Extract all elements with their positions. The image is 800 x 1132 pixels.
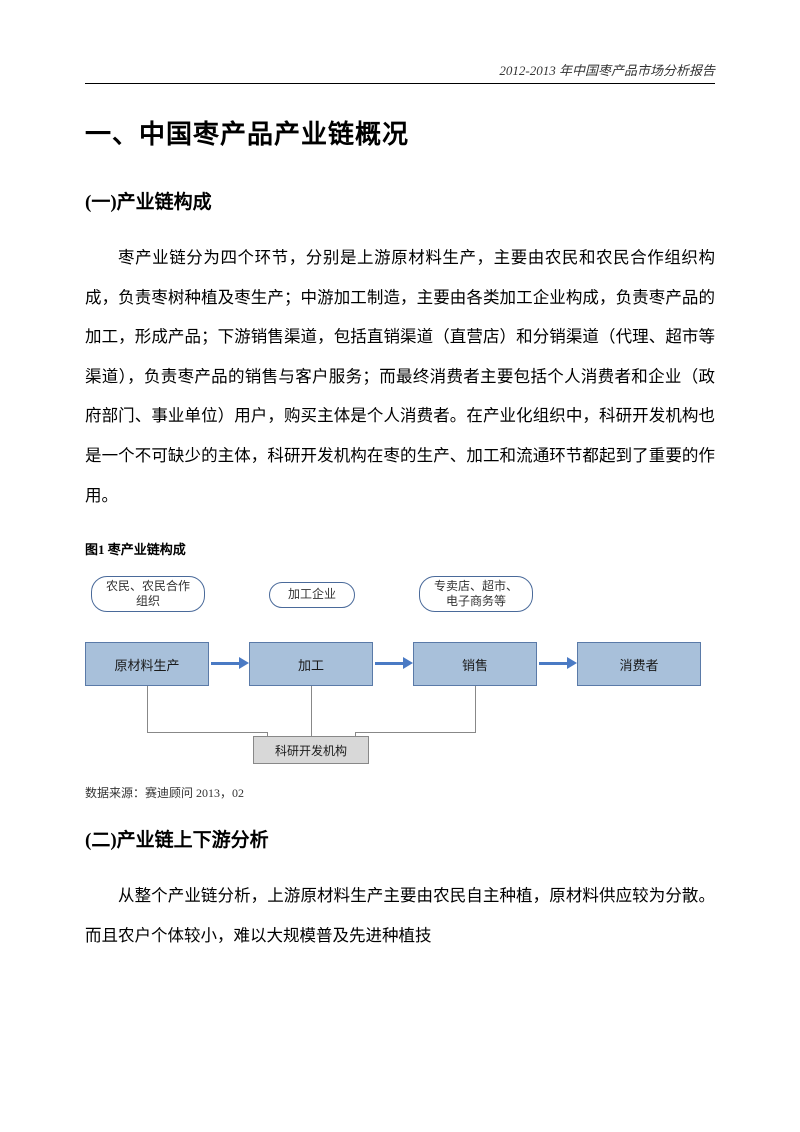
participant-pill-1: 农民、农民合作组织 — [91, 576, 205, 612]
figure-title: 图1 枣产业链构成 — [85, 539, 715, 558]
stage-label: 加工 — [298, 655, 324, 674]
stage-label: 销售 — [462, 655, 488, 674]
connector-line — [355, 732, 476, 733]
stage-box-4: 消费者 — [577, 642, 701, 686]
pill-label: 农民、农民合作组织 — [106, 579, 190, 610]
figure-source: 数据来源：赛迪顾问 2013，02 — [85, 784, 715, 801]
stage-label: 原材料生产 — [114, 655, 179, 674]
arrow-icon — [375, 662, 405, 665]
research-label: 科研开发机构 — [275, 742, 347, 759]
research-box: 科研开发机构 — [253, 736, 369, 764]
flowchart-diagram: 农民、农民合作组织 加工企业 专卖店、超市、电子商务等 原材料生产 加工 销售 … — [85, 568, 705, 778]
arrow-icon — [211, 662, 241, 665]
paragraph-1: 枣产业链分为四个环节，分别是上游原材料生产，主要由农民和农民合作组织构成，负责枣… — [85, 238, 715, 515]
connector-line — [311, 686, 312, 736]
connector-line — [475, 686, 476, 732]
paragraph-2: 从整个产业链分析，上游原材料生产主要由农民自主种植，原材料供应较为分散。而且农户… — [85, 876, 715, 955]
connector-line — [147, 732, 267, 733]
connector-line — [147, 686, 148, 732]
stage-box-2: 加工 — [249, 642, 373, 686]
subsection-2-title: (二)产业链上下游分析 — [85, 825, 715, 852]
pill-label: 专卖店、超市、电子商务等 — [434, 579, 518, 610]
arrow-icon — [539, 662, 569, 665]
stage-box-3: 销售 — [413, 642, 537, 686]
pill-label: 加工企业 — [288, 587, 336, 603]
subsection-1-title: (一)产业链构成 — [85, 187, 715, 214]
participant-pill-3: 专卖店、超市、电子商务等 — [419, 576, 533, 612]
stage-label: 消费者 — [619, 655, 658, 674]
stage-box-1: 原材料生产 — [85, 642, 209, 686]
running-header: 2012-2013 年中国枣产品市场分析报告 — [85, 60, 715, 84]
running-title: 2012-2013 年中国枣产品市场分析报告 — [499, 63, 715, 78]
participant-pill-2: 加工企业 — [269, 582, 355, 608]
section-title: 一、中国枣产品产业链概况 — [85, 114, 715, 151]
